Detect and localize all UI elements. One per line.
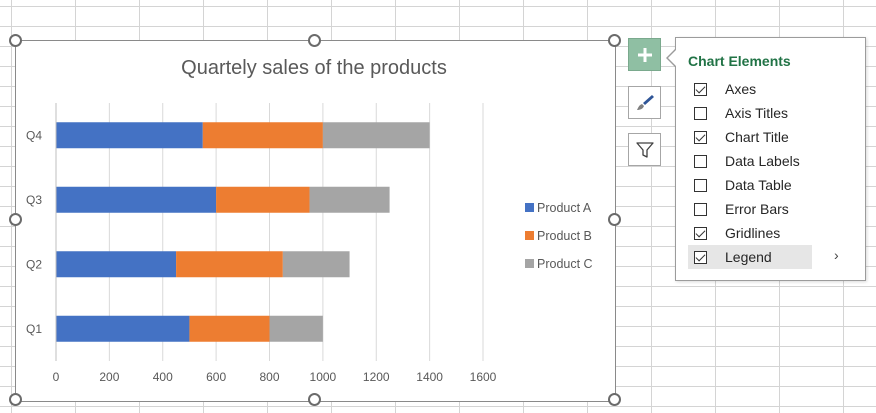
chart-filters-button[interactable]	[628, 133, 661, 166]
resize-handle-middle-left[interactable]	[9, 213, 22, 226]
checkbox-data-table[interactable]	[694, 178, 707, 192]
chart-element-data-labels[interactable]: Data Labels	[688, 149, 812, 173]
resize-handle-top-center[interactable]	[308, 34, 321, 47]
bar-product-c-q4[interactable]	[322, 122, 430, 149]
bar-product-b-q4[interactable]	[202, 122, 323, 149]
x-tick-label-800: 800	[259, 370, 279, 384]
legend-submenu-arrow[interactable]: ›	[834, 247, 839, 263]
chart-element-label: Data Labels	[725, 153, 800, 169]
x-tick-label-1400: 1400	[416, 370, 443, 384]
checkbox-error-bars[interactable]	[694, 202, 707, 216]
legend-swatch-product-b	[525, 231, 534, 240]
x-tick-label-1200: 1200	[363, 370, 390, 384]
plus-icon	[637, 47, 652, 62]
bar-product-c-q3[interactable]	[309, 186, 390, 213]
popup-pointer-inner	[668, 49, 677, 67]
resize-handle-top-right[interactable]	[608, 34, 621, 47]
legend-label-product-b[interactable]: Product B	[537, 229, 592, 243]
chart-element-label: Chart Title	[725, 129, 789, 145]
legend-swatch-product-a	[525, 203, 534, 212]
bar-product-a-q3[interactable]	[56, 186, 217, 213]
x-tick-label-0: 0	[53, 370, 60, 384]
y-tick-label-q3: Q3	[26, 193, 42, 207]
chart-elements-title: Chart Elements	[688, 53, 791, 69]
chart-element-chart-title[interactable]: Chart Title	[688, 125, 812, 149]
chart-element-data-table[interactable]: Data Table	[688, 173, 812, 197]
bar-product-b-q2[interactable]	[176, 251, 283, 278]
chart-element-axis-titles[interactable]: Axis Titles	[688, 101, 812, 125]
legend-label-product-c[interactable]: Product C	[537, 257, 593, 271]
chart-area[interactable]: Quartely sales of the products 0 200 400 60…	[15, 40, 616, 402]
funnel-icon	[635, 141, 654, 158]
bar-product-c-q1[interactable]	[269, 315, 323, 342]
chart-element-error-bars[interactable]: Error Bars	[688, 197, 812, 221]
x-tick-label-200: 200	[99, 370, 119, 384]
chart-element-label: Legend	[725, 249, 772, 265]
resize-handle-top-left[interactable]	[9, 34, 22, 47]
bar-product-a-q2[interactable]	[56, 251, 177, 278]
resize-handle-middle-right[interactable]	[608, 213, 621, 226]
chart-element-label: Error Bars	[725, 201, 789, 217]
checkbox-chart-title[interactable]	[694, 130, 707, 144]
x-tick-label-1000: 1000	[310, 370, 337, 384]
chart-element-axes[interactable]: Axes	[688, 77, 812, 101]
checkbox-data-labels[interactable]	[694, 154, 707, 168]
chart-element-label: Gridlines	[725, 225, 781, 241]
bar-product-a-q4[interactable]	[56, 122, 203, 149]
chart-element-label: Axes	[725, 81, 757, 97]
y-tick-label-q1: Q1	[26, 322, 42, 336]
chart-plot: Quartely sales of the products 0 200 400 60…	[26, 57, 593, 384]
checkbox-gridlines[interactable]	[694, 226, 707, 240]
chart-element-gridlines[interactable]: Gridlines	[688, 221, 812, 245]
bar-product-b-q1[interactable]	[189, 315, 270, 342]
legend-label-product-a[interactable]: Product A	[537, 201, 592, 215]
chart-elements-panel: Chart Elements Axes Axis Titles Chart Titl…	[675, 37, 866, 281]
x-tick-label-1600: 1600	[470, 370, 497, 384]
chart-element-label: Axis Titles	[725, 105, 789, 121]
bar-product-c-q2[interactable]	[282, 251, 350, 278]
chart-element-legend[interactable]: Legend	[688, 245, 812, 269]
x-tick-label-600: 600	[206, 370, 226, 384]
y-tick-label-q2: Q2	[26, 257, 42, 271]
legend-swatch-product-c	[525, 259, 534, 268]
checkbox-axes[interactable]	[694, 82, 707, 96]
resize-handle-bottom-left[interactable]	[9, 393, 22, 406]
chart-elements-button[interactable]	[628, 38, 661, 71]
checkbox-axis-titles[interactable]	[694, 106, 707, 120]
checkbox-legend[interactable]	[694, 250, 707, 264]
bar-product-a-q1[interactable]	[56, 315, 190, 342]
x-tick-label-400: 400	[153, 370, 173, 384]
paintbrush-icon	[636, 94, 654, 110]
bar-product-b-q3[interactable]	[216, 186, 310, 213]
resize-handle-bottom-center[interactable]	[308, 393, 321, 406]
chart-styles-button[interactable]	[628, 86, 661, 119]
y-tick-label-q4: Q4	[26, 128, 42, 142]
chart-title[interactable]: Quartely sales of the products	[181, 57, 447, 79]
resize-handle-bottom-right[interactable]	[608, 393, 621, 406]
chart-element-label: Data Table	[725, 177, 792, 193]
